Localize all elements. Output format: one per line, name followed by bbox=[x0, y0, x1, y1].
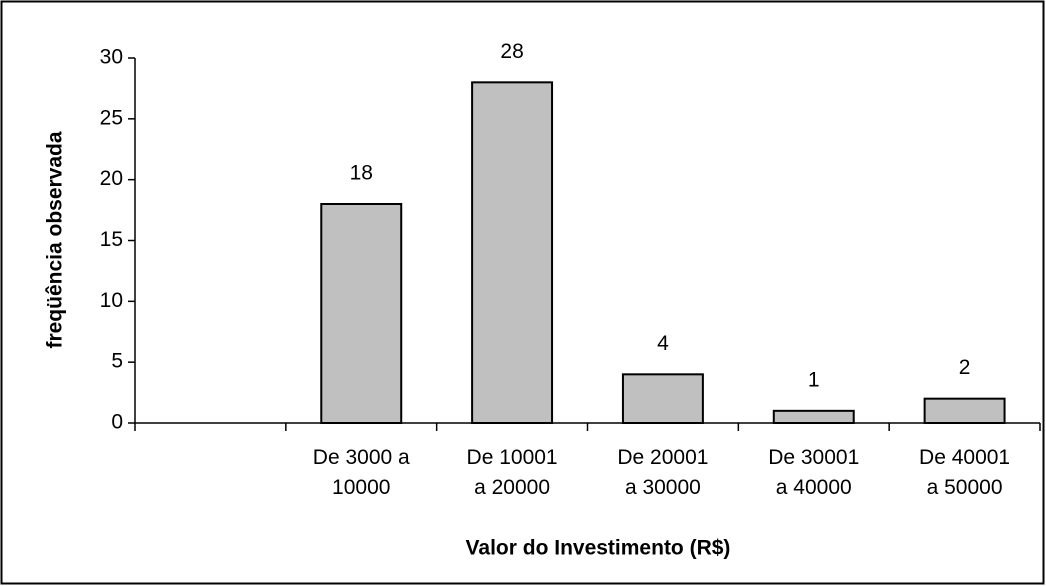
data-label: 4 bbox=[657, 332, 669, 355]
x-tick-label: De 10001 a 20000 bbox=[466, 446, 558, 499]
x-axis-label: Valor do Investimento (R$) bbox=[466, 537, 731, 560]
bar bbox=[471, 81, 554, 424]
y-tick-label: 15 bbox=[100, 228, 123, 251]
data-label: 1 bbox=[808, 368, 820, 391]
y-tick-label: 25 bbox=[100, 106, 123, 129]
x-tick-label: De 20001 a 30000 bbox=[617, 446, 709, 499]
bar bbox=[772, 409, 855, 425]
y-tick-label: 30 bbox=[100, 46, 123, 69]
x-tick-label: De 30001 a 40000 bbox=[768, 446, 860, 499]
y-tick-label: 20 bbox=[100, 167, 123, 190]
bar bbox=[320, 203, 403, 424]
x-tick-label: De 3000 a 10000 bbox=[312, 446, 410, 499]
x-tick-label: De 40001 a 50000 bbox=[919, 446, 1011, 499]
bar bbox=[621, 373, 704, 425]
data-label: 18 bbox=[350, 162, 373, 185]
data-label: 28 bbox=[500, 40, 523, 63]
data-label: 2 bbox=[959, 356, 971, 379]
bar bbox=[923, 397, 1006, 424]
y-tick-label: 0 bbox=[111, 411, 123, 434]
y-tick-label: 5 bbox=[111, 350, 123, 373]
y-axis-label: freqüência observada bbox=[44, 131, 67, 348]
y-tick-label: 10 bbox=[100, 289, 123, 312]
